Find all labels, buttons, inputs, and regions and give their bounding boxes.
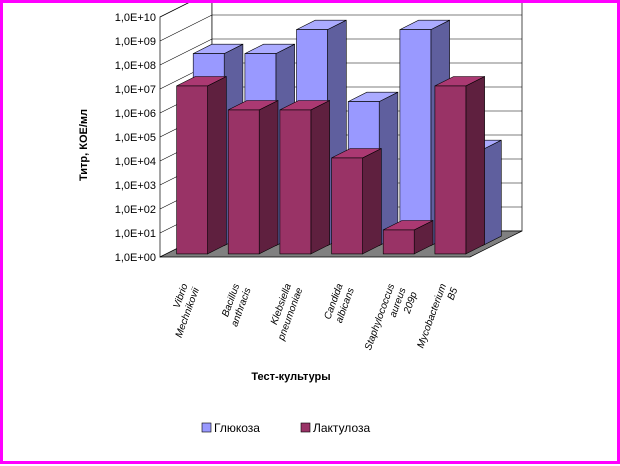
bar-front <box>176 85 208 255</box>
y-tick-label: 1,0E+01 <box>115 228 156 240</box>
y-tick-label: 1,0E+05 <box>115 132 156 144</box>
bar-side <box>378 91 399 247</box>
bar-side <box>310 100 330 255</box>
legend-label-glucose: Глюкоза <box>214 421 260 435</box>
bar-front <box>382 229 415 255</box>
legend-label-lactulose: Лактулоза <box>313 421 370 435</box>
gridline <box>159 14 522 42</box>
bar-front <box>399 29 432 246</box>
y-tick-label: 1,0E+07 <box>115 84 156 96</box>
bar-side <box>207 76 227 255</box>
legend-swatch-glucose <box>201 422 212 433</box>
y-tick-label: 1,0E+09 <box>115 36 156 48</box>
legend: Глюкоза Лактулоза <box>201 421 370 435</box>
y-tick-label: 1,0E+06 <box>115 108 156 120</box>
gridline <box>159 0 195 18</box>
x-tick-label: Bacillusanthracis <box>218 282 253 328</box>
bar-front <box>434 85 467 255</box>
y-tick-label: 1,0E+00 <box>115 252 156 264</box>
y-tick-label: 1,0E+04 <box>115 156 156 168</box>
chart: 1,0E+00 1,0E+01 1,0E+02 1,0E+03 1,0E+04 1,0E+… <box>78 0 523 435</box>
x-tick-label: Candidaalbicans <box>323 282 358 325</box>
legend-swatch-lactulose <box>300 422 311 433</box>
y-tick-label: 1,0E+03 <box>115 180 156 192</box>
bar-lactulose <box>434 76 485 255</box>
bar-lactulose <box>279 100 330 255</box>
bars <box>176 19 502 255</box>
bar-lactulose <box>176 76 227 255</box>
x-tick-labels: VibrioMechnikovii Bacillusanthracis Klebsi… <box>162 282 461 360</box>
y-tick-labels: 1,0E+00 1,0E+01 1,0E+02 1,0E+03 1,0E+04 1,0E+… <box>115 12 156 264</box>
x-axis-title: Тест-культуры <box>251 371 330 383</box>
bar-side <box>362 148 382 255</box>
x-tick-label: VibrioMechnikovii <box>162 282 202 340</box>
x-tick-label: Klebsiellapneumoniae <box>265 282 306 343</box>
x-tick-label: MycobacteriumB5 <box>415 282 460 354</box>
bar-lactulose <box>382 220 434 255</box>
bar-lactulose <box>331 148 382 255</box>
bar-front <box>279 109 312 255</box>
y-tick-label: 1,0E+08 <box>115 60 156 72</box>
bar-side <box>465 76 485 255</box>
x-tick-label: Staphylococcusaureus209р <box>363 282 420 360</box>
bar-side <box>482 139 502 247</box>
y-axis-title: Титр, КОЕ/мл <box>78 109 90 181</box>
bar-front <box>331 157 363 255</box>
bar-side <box>258 100 279 255</box>
bar-lactulose <box>227 100 279 255</box>
bar-front <box>227 109 260 255</box>
y-tick-label: 1,0E+10 <box>115 12 156 24</box>
y-tick-label: 1,0E+02 <box>115 204 156 216</box>
